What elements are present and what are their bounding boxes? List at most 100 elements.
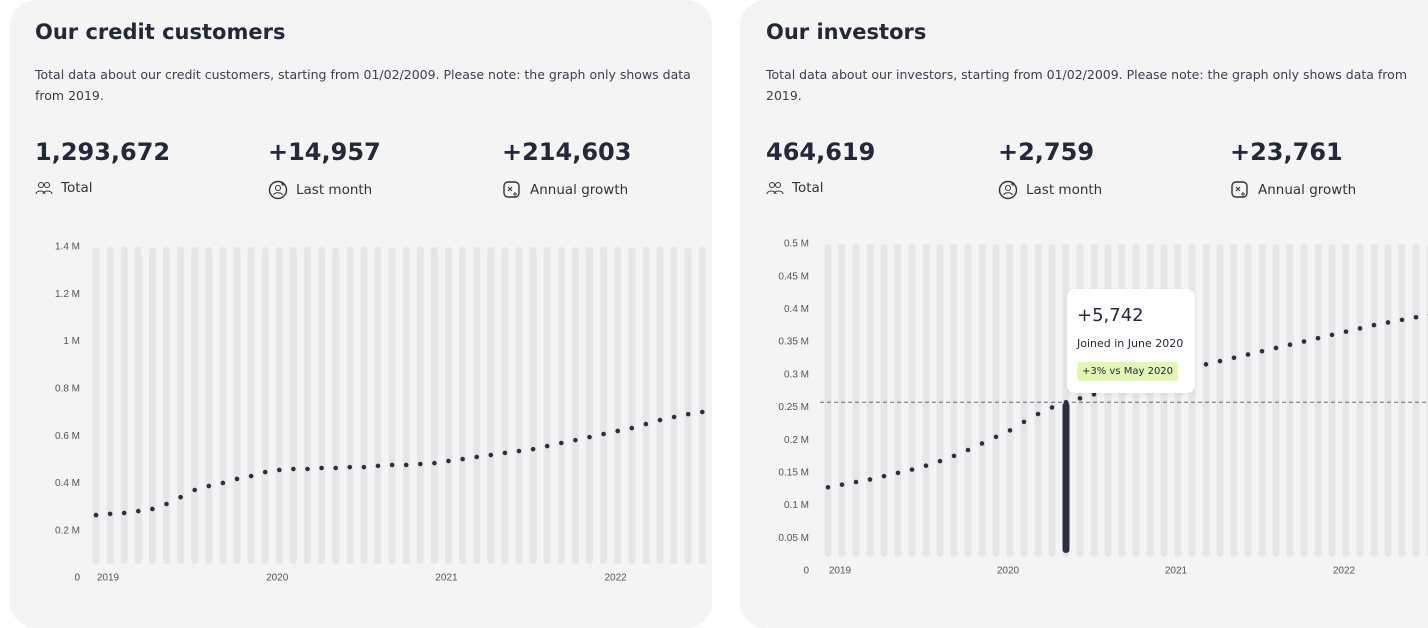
- stat-value: 464,619: [766, 138, 876, 166]
- data-dot: [502, 450, 508, 456]
- y-tick-label: 1.4 M: [55, 242, 80, 253]
- stat-value: 1,293,672: [35, 138, 171, 166]
- background-bar: [1412, 244, 1420, 557]
- stat-label-row: Annual growth: [1230, 180, 1356, 200]
- background-bar: [571, 247, 579, 564]
- background-bar: [92, 247, 100, 564]
- data-dot: [1217, 358, 1223, 364]
- data-dot: [474, 454, 480, 460]
- card-title: Our investors: [766, 20, 927, 44]
- data-dot: [107, 511, 113, 517]
- background-bar: [1202, 244, 1210, 557]
- icon-people: [766, 182, 784, 195]
- y-tick-label: 0: [74, 573, 80, 584]
- background-bar: [950, 244, 958, 557]
- data-dot: [1287, 342, 1293, 348]
- data-dot: [234, 476, 240, 482]
- background-bar: [1286, 244, 1294, 557]
- data-dot: [643, 421, 649, 427]
- background-bar: [459, 247, 467, 564]
- background-bar: [191, 247, 199, 564]
- background-bar: [656, 247, 664, 564]
- data-dot: [573, 437, 578, 443]
- background-bar: [852, 244, 860, 557]
- background-bar: [261, 247, 269, 564]
- stat: 464,619 Total: [766, 138, 875, 196]
- data-dot: [937, 458, 943, 464]
- x-tick-label: 2021: [435, 573, 458, 584]
- background-bar: [402, 247, 410, 564]
- x-tick-label: 2020: [266, 573, 289, 584]
- x-tick-label: 2022: [1333, 566, 1356, 577]
- data-dot: [460, 456, 465, 462]
- stat-label: Last month: [1026, 182, 1103, 198]
- tooltip-title: +5,742: [1077, 305, 1144, 326]
- data-dot: [909, 467, 915, 472]
- background-bar: [600, 247, 608, 564]
- data-dot: [347, 464, 353, 470]
- background-bar: [1328, 244, 1336, 557]
- data-dot: [951, 453, 957, 459]
- data-dot: [291, 466, 296, 472]
- y-tick-label: 0.5 M: [784, 239, 809, 250]
- data-dot: [121, 510, 127, 516]
- data-dot: [319, 465, 324, 471]
- data-dot: [446, 458, 451, 464]
- data-dot: [965, 447, 971, 453]
- data-dot: [1231, 355, 1237, 361]
- data-dot: [1035, 411, 1041, 417]
- icon-growth: [1231, 181, 1248, 198]
- background-bar: [698, 247, 706, 564]
- data-dot: [1049, 405, 1055, 410]
- background-bar: [922, 244, 930, 557]
- data-dot: [700, 409, 705, 415]
- data-dot: [615, 428, 620, 434]
- data-dot: [389, 462, 395, 468]
- background-bar: [670, 247, 678, 564]
- data-dot: [1413, 314, 1419, 320]
- data-dot: [1385, 320, 1391, 325]
- x-tick-label: 2019: [97, 573, 120, 584]
- card-description: Total data about our investors, starting…: [766, 67, 1407, 103]
- stat-label-row: Last month: [998, 180, 1102, 200]
- data-dot: [1357, 326, 1363, 331]
- data-dot: [685, 411, 691, 417]
- background-bar: [992, 244, 1000, 557]
- y-tick-label: 0.3 M: [784, 369, 809, 380]
- background-bar: [1216, 244, 1224, 557]
- background-bar: [838, 244, 846, 557]
- background-bar: [642, 247, 650, 564]
- background-bar: [318, 247, 326, 564]
- data-dot: [825, 484, 831, 490]
- highlight-bar: [1062, 402, 1070, 553]
- background-bar: [1020, 244, 1028, 557]
- background-bar: [515, 247, 523, 564]
- data-dot: [1315, 335, 1321, 341]
- y-tick-label: 0.6 M: [55, 431, 80, 442]
- data-dot: [136, 508, 141, 514]
- background-bar: [880, 244, 888, 557]
- background-bar: [1398, 244, 1406, 557]
- background-bar: [304, 247, 311, 564]
- data-dot: [333, 465, 339, 471]
- stat: +2,759 Last month: [998, 138, 1102, 200]
- data-dot: [923, 463, 929, 469]
- background-bar: [346, 247, 354, 564]
- y-tick-label: 0.15 M: [778, 468, 809, 479]
- stat-label: Last month: [296, 182, 373, 198]
- data-dot: [150, 506, 155, 512]
- stat-value: +14,957: [268, 138, 381, 166]
- y-tick-label: 0.1 M: [784, 500, 809, 511]
- stat: +14,957 Last month: [268, 138, 381, 200]
- data-dot: [671, 414, 677, 420]
- background-bar: [586, 247, 593, 564]
- background-bar: [332, 247, 340, 564]
- data-dot: [192, 487, 197, 493]
- data-dot: [993, 434, 999, 440]
- stat: +214,603 Annual growth: [502, 138, 631, 200]
- data-dot: [1007, 428, 1013, 433]
- background-bar: [543, 247, 551, 564]
- y-tick-label: 1 M: [63, 336, 80, 347]
- data-dot: [895, 470, 901, 476]
